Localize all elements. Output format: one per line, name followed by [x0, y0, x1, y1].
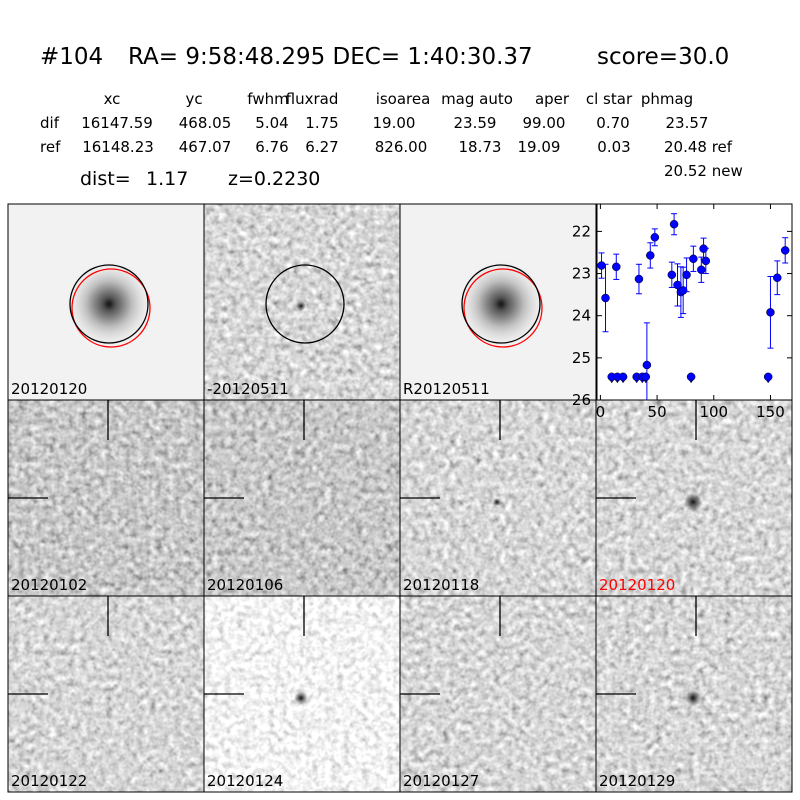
- score: score=30.0: [597, 44, 729, 70]
- row-label: ref: [40, 138, 61, 156]
- x-tick-label: 100: [699, 403, 728, 421]
- stamp-grid: 20120120 -20120511 R20120511 20120102 201201…: [7, 203, 793, 793]
- x-tick-label: 0: [596, 403, 606, 421]
- table-cell: 18.73: [459, 138, 502, 156]
- point: [689, 254, 698, 264]
- table-cell: 468.05: [179, 114, 232, 132]
- stamp-label: 20120106: [207, 576, 283, 594]
- source: [684, 493, 702, 511]
- column-header: fwhm: [247, 90, 288, 108]
- row-label: dif: [40, 114, 60, 132]
- stamp-frame: [595, 595, 793, 793]
- stamp-label: R20120511: [403, 380, 490, 398]
- table-cell: 19.09: [518, 138, 561, 156]
- point: [667, 270, 677, 280]
- stamp-label: -20120511: [207, 380, 289, 398]
- y-tick-label: 23: [572, 265, 591, 283]
- table-cell: 826.00: [375, 138, 428, 156]
- column-header: cl star: [586, 90, 633, 108]
- column-header: phmag: [641, 90, 693, 108]
- table-cell: 6.76: [255, 138, 288, 156]
- table-cell: 6.27: [305, 138, 338, 156]
- galaxy: [456, 259, 546, 349]
- point: [697, 265, 706, 275]
- limit-point: [763, 372, 773, 382]
- dist-label: dist=: [80, 168, 131, 190]
- y-tick-label: 25: [572, 349, 591, 367]
- table-cell: 467.07: [179, 138, 232, 156]
- point: [766, 308, 775, 317]
- table-cell: 23.59: [454, 114, 497, 132]
- point: [701, 256, 711, 266]
- column-header: mag auto: [441, 90, 513, 108]
- table-cell: 99.00: [523, 114, 566, 132]
- table-cell: 16148.23: [82, 138, 154, 156]
- column-header: yc: [185, 90, 202, 108]
- table-cell: 0.70: [596, 114, 629, 132]
- y-tick-label: 26: [572, 391, 591, 409]
- point: [597, 261, 606, 270]
- column-header: isoarea: [376, 90, 431, 108]
- stamp-label: 20120129: [599, 772, 675, 790]
- candidate-id: #104: [40, 44, 103, 70]
- limit-point: [618, 372, 628, 382]
- point: [682, 270, 691, 280]
- table-cell: 16147.59: [81, 114, 153, 132]
- dist-value: 1.17: [146, 168, 188, 190]
- stamp-label: 20120120: [11, 380, 87, 398]
- column-header: xc: [104, 90, 121, 108]
- limit-point: [641, 372, 650, 382]
- table-cell: 23.57: [666, 114, 709, 132]
- point: [650, 233, 660, 242]
- table-cell: 5.04: [255, 114, 288, 132]
- point: [612, 262, 621, 272]
- x-tick-label: 50: [648, 403, 667, 421]
- aperture-red: [71, 268, 151, 348]
- galaxy: [64, 259, 154, 349]
- table-cell: 20.48 ref: [664, 138, 733, 156]
- point: [646, 251, 655, 260]
- limit-point: [686, 372, 696, 382]
- y-tick-label: 22: [572, 222, 591, 240]
- points: [597, 213, 790, 400]
- point: [773, 273, 782, 283]
- stamp-label: 20120124: [207, 772, 283, 790]
- point: [669, 219, 679, 229]
- y-tick-label: 24: [572, 307, 591, 325]
- table-cell: 0.03: [597, 138, 630, 156]
- redshift: z=0.2230: [228, 168, 320, 190]
- column-header: fluxrad: [286, 90, 339, 108]
- point: [634, 274, 644, 284]
- coordinates: RA= 9:58:48.295 DEC= 1:40:30.37: [128, 44, 533, 70]
- source: [493, 498, 501, 506]
- table-cell: 19.00: [373, 114, 416, 132]
- phmag-new: 20.52 new: [664, 162, 743, 180]
- light-curve: 22 23 24 25 26 0 50 100 150: [572, 203, 793, 421]
- stamp-label: 20120118: [403, 576, 479, 594]
- stamp-label: 20120127: [403, 772, 479, 790]
- point: [601, 293, 610, 303]
- source: [296, 301, 306, 311]
- point: [780, 246, 790, 255]
- point: [678, 286, 688, 295]
- x-tick-label: 150: [756, 403, 785, 421]
- aperture: [461, 264, 541, 344]
- aperture-red: [463, 268, 543, 348]
- column-header: aper: [535, 90, 570, 108]
- aperture: [265, 264, 345, 344]
- point: [673, 280, 682, 290]
- stamp-label: 20120122: [11, 772, 87, 790]
- table-cell: 1.75: [305, 114, 338, 132]
- stamp-label: 20120120: [599, 576, 675, 594]
- source: [294, 691, 308, 705]
- stamp-label: 20120102: [11, 576, 87, 594]
- point: [642, 360, 652, 370]
- plot-area: [596, 203, 793, 401]
- source: [685, 690, 701, 706]
- aperture: [69, 264, 149, 344]
